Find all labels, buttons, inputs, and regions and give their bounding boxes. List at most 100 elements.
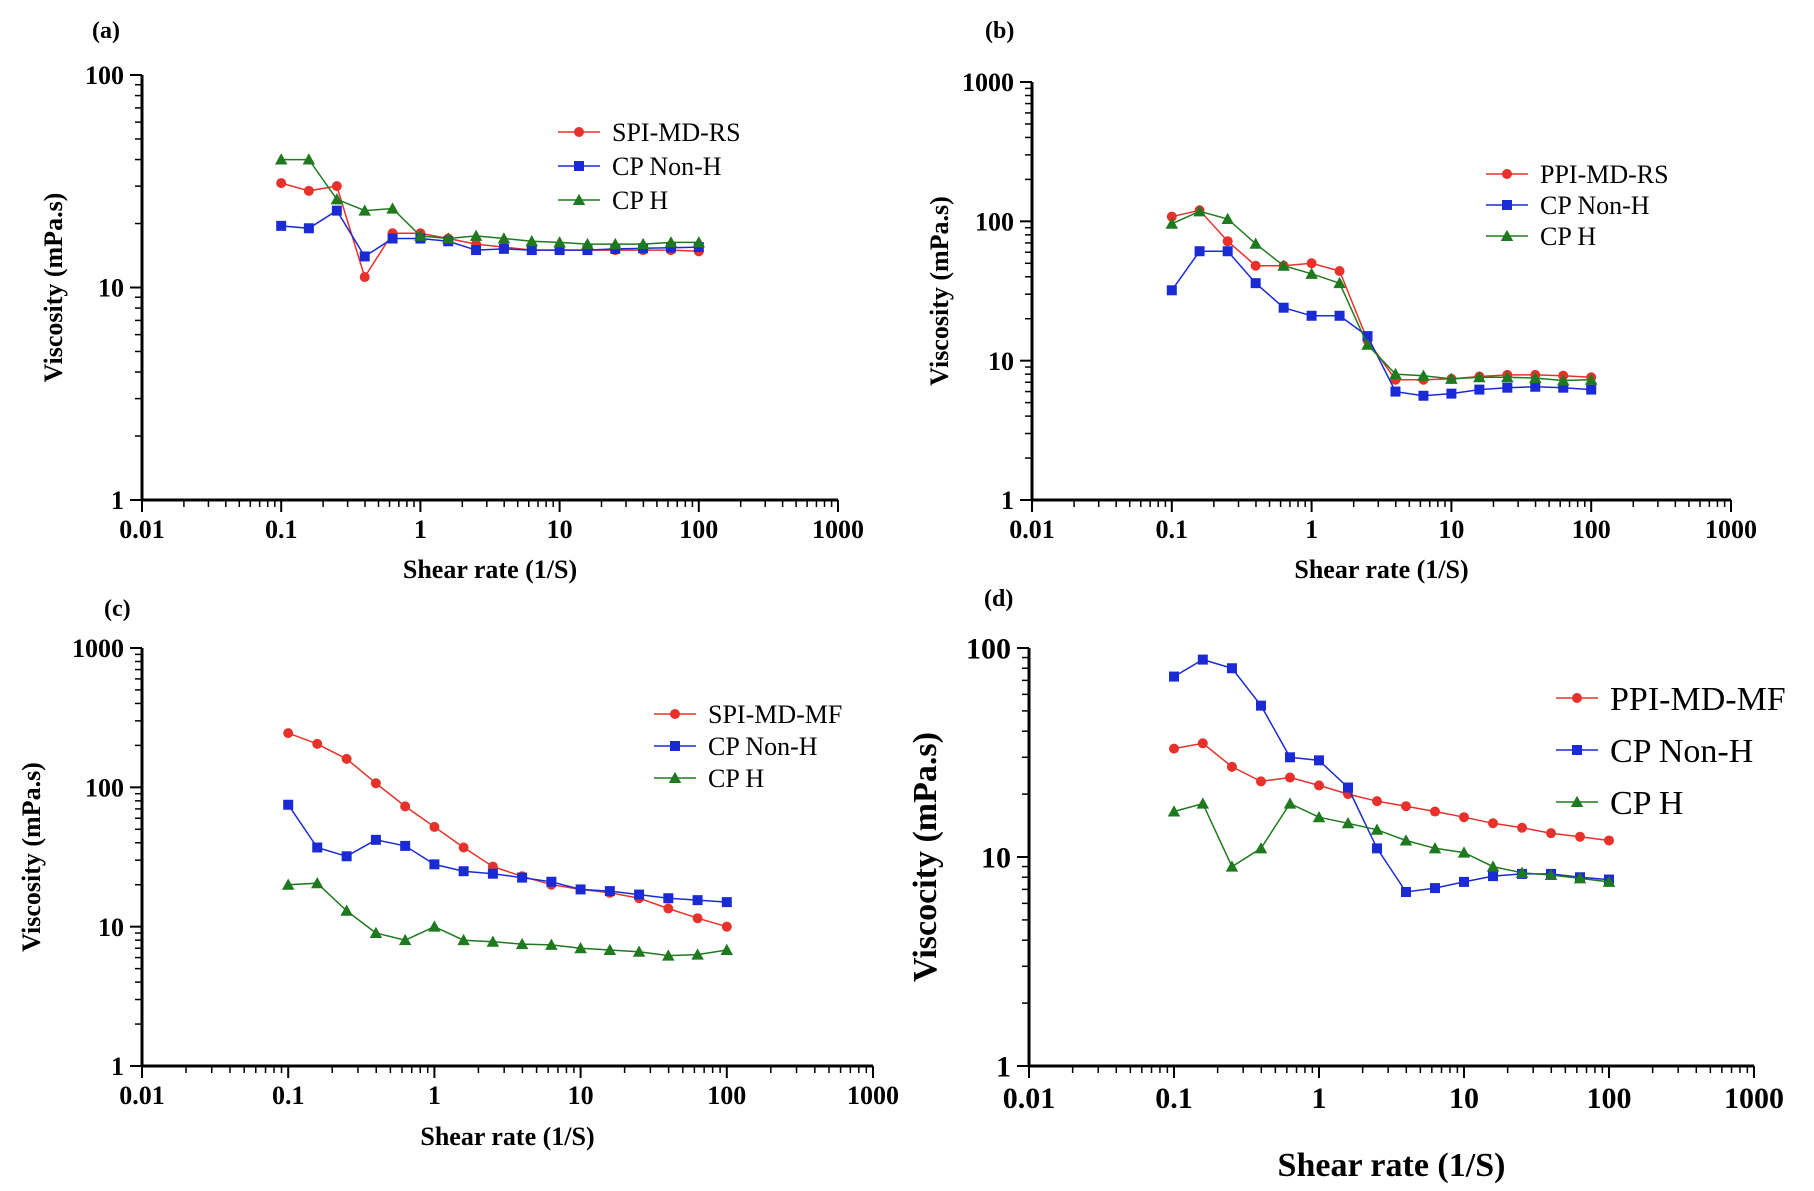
data-point: [1166, 211, 1177, 222]
series-line: [1173, 742, 1610, 842]
y-axis-title: Viscosity (mPa.s): [39, 193, 68, 383]
data-point: [330, 193, 344, 205]
x-tick-label: 1: [414, 515, 427, 544]
data-point: [554, 245, 565, 256]
data-point: [341, 851, 352, 862]
data-point: [1222, 246, 1233, 257]
data-point: [312, 738, 323, 749]
data-point: [312, 842, 323, 853]
data-point: [1459, 812, 1469, 823]
data-point: [471, 245, 482, 256]
data-point: [457, 933, 470, 946]
data-point: [574, 941, 587, 954]
legend-label: SPI-MD-RS: [612, 118, 741, 147]
data-point: [1486, 860, 1500, 872]
data-point: [1306, 258, 1317, 269]
data-point: [1400, 801, 1411, 812]
data-point: [525, 235, 539, 247]
x-tick-label: 0.1: [1155, 1082, 1193, 1115]
data-point: [663, 903, 674, 914]
data-point: [1277, 259, 1290, 271]
series-ppi-md-rs: [1166, 205, 1597, 385]
y-axis-title: Viscosity (mPa.s): [17, 762, 46, 952]
data-point: [303, 185, 314, 196]
data-point: [664, 236, 678, 248]
data-point: [1285, 752, 1296, 763]
x-tick-label: 10: [568, 1081, 594, 1110]
legend-item: PPI-MD-RS: [1486, 160, 1669, 189]
x-tick-label: 100: [1587, 1082, 1632, 1115]
legend-item: CP H: [654, 764, 764, 793]
data-point: [369, 926, 383, 939]
data-point: [341, 753, 352, 764]
x-tick-label: 10: [1449, 1082, 1479, 1115]
data-point: [632, 945, 646, 957]
data-point: [458, 842, 469, 853]
x-tick-label: 100: [679, 515, 718, 544]
data-point: [1544, 868, 1558, 881]
data-point: [1221, 212, 1234, 224]
data-point: [604, 886, 615, 897]
data-point: [1305, 267, 1318, 279]
x-tick-label: 1000: [1705, 515, 1757, 544]
data-point: [283, 728, 294, 739]
series-line: [287, 732, 728, 928]
data-point: [1226, 761, 1237, 772]
data-point: [1169, 743, 1179, 754]
data-point: [1278, 302, 1289, 313]
x-tick-label: 1000: [1724, 1082, 1784, 1115]
x-tick-label: 1: [1312, 1082, 1327, 1115]
legend-marker: [1570, 795, 1584, 807]
data-point: [1575, 831, 1586, 842]
data-point: [692, 913, 703, 924]
legend-item: CP Non-H: [654, 732, 818, 761]
data-point: [1169, 671, 1179, 682]
x-tick-label: 100: [707, 1081, 746, 1110]
y-tick-label: 10: [981, 842, 1011, 875]
data-point: [487, 868, 498, 879]
x-axis-title: Shear rate (1/S): [403, 555, 577, 584]
panel-label: (b): [985, 18, 1014, 44]
data-point: [720, 943, 734, 956]
y-tick-label: 1000: [72, 634, 124, 663]
data-point: [1372, 843, 1383, 854]
legend-item: CP H: [558, 186, 668, 215]
data-point: [497, 232, 511, 244]
legend-label: CP Non-H: [1610, 733, 1753, 770]
data-point: [486, 935, 500, 947]
series-line: [288, 882, 727, 957]
data-point: [387, 233, 398, 244]
legend-label: CP H: [612, 186, 668, 215]
data-point: [582, 245, 593, 256]
y-tick-label: 10: [98, 913, 124, 942]
data-point: [1283, 797, 1297, 809]
data-point: [281, 878, 295, 890]
data-point: [1445, 372, 1458, 384]
data-point: [359, 251, 370, 262]
legend-item: CP H: [1556, 785, 1683, 822]
legend-item: SPI-MD-RS: [558, 118, 741, 147]
data-point: [1306, 310, 1317, 321]
x-axis-title: Shear rate (1/S): [1278, 1147, 1506, 1184]
legend-label: CP H: [1540, 222, 1596, 251]
data-point: [665, 242, 676, 253]
data-point: [1502, 382, 1513, 393]
data-point: [1400, 887, 1411, 898]
data-point: [1457, 846, 1471, 858]
y-axis-title: Viscocity (mPa.s): [907, 732, 944, 982]
legend-label: PPI-MD-RS: [1540, 160, 1669, 189]
data-point: [636, 237, 650, 250]
data-point: [340, 904, 353, 916]
data-point: [1196, 797, 1210, 809]
data-point: [1501, 371, 1514, 383]
data-point: [274, 153, 288, 165]
data-point: [634, 889, 645, 900]
x-tick-label: 100: [1572, 515, 1611, 544]
data-point: [1399, 834, 1413, 846]
series-line: [1171, 250, 1592, 397]
data-point: [1254, 842, 1268, 854]
data-point: [498, 243, 509, 254]
legend-label: CP Non-H: [708, 732, 818, 761]
data-point: [609, 237, 622, 250]
x-axis-title: Shear rate (1/S): [420, 1122, 594, 1151]
